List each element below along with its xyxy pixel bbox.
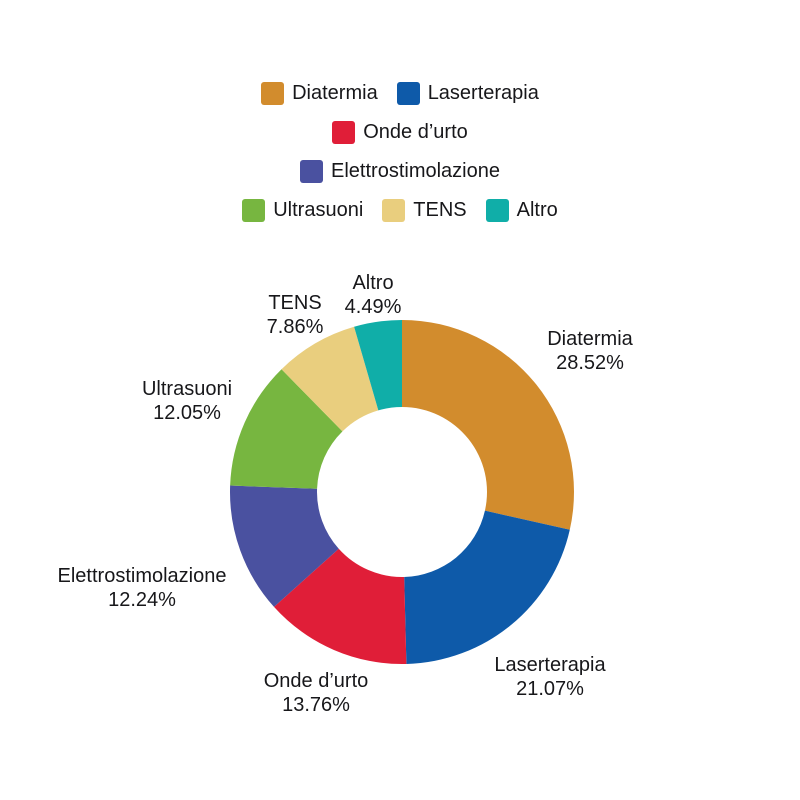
- legend-swatch-ultrasuoni: [242, 199, 266, 222]
- slice-label-percent: 13.76%: [282, 694, 350, 716]
- legend-item-onde-durto: Onde d’urto: [332, 121, 468, 144]
- legend-label-laserterapia: Laserterapia: [427, 82, 539, 104]
- legend-swatch-laserterapia: [396, 82, 420, 105]
- slice-label-diatermia: Diatermia 28.52%: [547, 327, 633, 375]
- slice-label-onde-durto: Onde d’urto 13.76%: [264, 669, 369, 717]
- pie-slice-tens: [281, 326, 379, 432]
- legend-item-tens: TENS: [382, 199, 467, 222]
- pie-slice-laserterapia: [404, 510, 570, 664]
- legend-label-onde-durto: Onde d’urto: [363, 121, 468, 143]
- pie-slice-ultrasuoni: [230, 369, 343, 489]
- legend-swatch-diatermia: [261, 82, 285, 105]
- pie-slice-diatermia: [402, 320, 574, 530]
- legend-swatch-elettrostimolazione: [300, 160, 324, 183]
- slice-label-altro: Altro 4.49%: [345, 271, 402, 319]
- slice-label-name: Diatermia: [547, 328, 633, 350]
- legend-label-elettrostimolazione: Elettrostimolazione: [331, 160, 500, 182]
- legend-row: Diatermia Laserterapia: [261, 82, 539, 105]
- legend-swatch-altro: [485, 199, 509, 222]
- chart-legend: Diatermia Laserterapia Onde d’urto Elettros…: [0, 82, 800, 222]
- slice-label-percent: 28.52%: [556, 352, 624, 374]
- slice-label-name: Laserterapia: [494, 654, 606, 676]
- legend-row: Onde d’urto: [332, 121, 468, 144]
- slice-label-percent: 4.49%: [344, 296, 402, 318]
- slice-label-percent: 21.07%: [516, 678, 584, 700]
- slice-label-name: Onde d’urto: [263, 670, 369, 692]
- legend-label-ultrasuoni: Ultrasuoni: [273, 199, 364, 221]
- slice-label-name: Elettrostimolazione: [57, 565, 227, 587]
- pie-slice-onde-durto: [274, 548, 407, 664]
- slice-label-percent: 12.24%: [108, 589, 176, 611]
- slice-label-percent: 7.86%: [266, 316, 324, 338]
- legend-item-laserterapia: Laserterapia: [396, 82, 539, 105]
- legend-swatch-onde-durto: [332, 121, 356, 144]
- pie-slice-elettrostimolazione: [229, 485, 339, 607]
- legend-item-ultrasuoni: Ultrasuoni: [242, 199, 363, 222]
- legend-label-diatermia: Diatermia: [292, 82, 378, 104]
- legend-label-tens: TENS: [413, 199, 467, 221]
- slice-label-ultrasuoni: Ultrasuoni 12.05%: [142, 377, 232, 425]
- slice-label-elettrostimolazione: Elettrostimolazione 12.24%: [58, 564, 227, 612]
- legend-swatch-tens: [382, 199, 406, 222]
- slice-label-name: TENS: [268, 292, 322, 314]
- slice-label-tens: TENS 7.86%: [267, 291, 324, 339]
- slice-label-laserterapia: Laserterapia 21.07%: [494, 653, 605, 701]
- legend-item-altro: Altro: [485, 199, 558, 222]
- slice-label-name: Altro: [352, 272, 394, 294]
- legend-item-elettrostimolazione: Elettrostimolazione: [300, 160, 500, 183]
- legend-item-diatermia: Diatermia: [261, 82, 378, 105]
- legend-row: Ultrasuoni TENS Altro: [242, 199, 558, 222]
- legend-row: Elettrostimolazione: [300, 160, 500, 183]
- legend-label-altro: Altro: [516, 199, 558, 221]
- slice-label-name: Ultrasuoni: [141, 378, 233, 400]
- pie-slice-altro: [354, 320, 402, 411]
- slice-label-percent: 12.05%: [153, 402, 221, 424]
